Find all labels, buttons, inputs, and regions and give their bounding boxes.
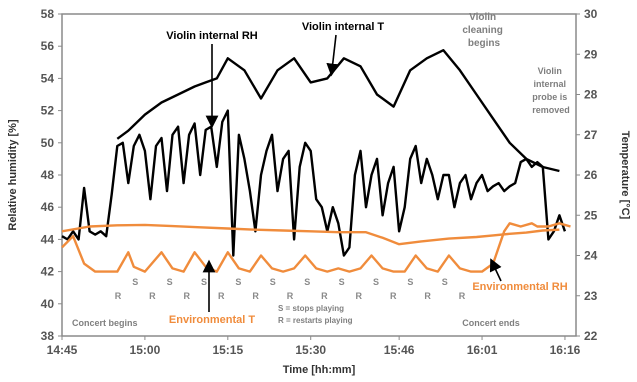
y-left-tick-label: 48 <box>41 168 55 182</box>
event-marker-stop: S <box>442 277 448 287</box>
series-layer <box>61 49 571 273</box>
series-violin-internal-t <box>116 49 560 173</box>
y-right-tick-label: 29 <box>584 47 598 61</box>
y-right-ticks: 22 23 24 25 26 27 28 29 30 <box>576 7 598 343</box>
y-right-tick-label: 27 <box>584 128 598 142</box>
y-right-tick-label: 26 <box>584 168 598 182</box>
series-violin-internal-rh <box>61 109 567 257</box>
y-right-tick-label: 24 <box>584 249 598 263</box>
annotation-restarts-playing: R = restarts playing <box>278 316 353 325</box>
annotation-violin-rh: Violin internal RH <box>166 30 258 42</box>
y-right-tick-label: 23 <box>584 289 598 303</box>
x-tick-label: 15:15 <box>212 343 243 357</box>
y-left-tick-label: 52 <box>41 104 55 118</box>
event-marker-restart: R <box>356 291 363 301</box>
event-marker-stop: S <box>270 277 276 287</box>
x-tick-label: 15:30 <box>295 343 326 357</box>
annotation-env-rh: Environmental RH <box>472 281 567 293</box>
y-left-axis-title: Relative humidity [%] <box>7 119 19 231</box>
event-marker-restart: R <box>184 291 191 301</box>
event-marker-restart: R <box>424 291 431 301</box>
series-environmental-rh <box>61 222 571 273</box>
annotation-cleaning: Violin cleaning begins <box>462 12 505 49</box>
event-marker-stop: S <box>167 277 173 287</box>
y-left-tick-label: 42 <box>41 265 55 279</box>
event-marker-restart: R <box>149 291 156 301</box>
event-marker-stop: S <box>304 277 310 287</box>
event-marker-restart: R <box>390 291 397 301</box>
annotation-env-t: Environmental T <box>169 314 255 326</box>
event-marker-restart: R <box>287 291 294 301</box>
y-right-axis-title: Temperature [°C] <box>619 131 631 220</box>
y-left-tick-label: 44 <box>41 232 55 246</box>
y-left-tick-label: 50 <box>41 136 55 150</box>
y-right-tick-label: 30 <box>584 7 598 21</box>
annotation-probe-removed: Violin internal probe is removed <box>532 66 570 115</box>
event-marker-stop: S <box>235 277 241 287</box>
y-left-tick-label: 38 <box>41 329 55 343</box>
annotation-concert-ends: Concert ends <box>462 318 520 328</box>
x-tick-label: 14:45 <box>47 343 78 357</box>
event-marker-restart: R <box>321 291 328 301</box>
y-left-ticks: 38 40 42 44 46 48 50 52 54 56 58 <box>41 7 62 343</box>
y-left-tick-label: 56 <box>41 39 55 53</box>
event-marker-restart: R <box>459 291 466 301</box>
x-tick-label: 15:46 <box>384 343 415 357</box>
annotation-concert-begins: Concert begins <box>72 318 138 328</box>
annotation-violin-t-arrow <box>326 34 340 77</box>
x-ticks: 14:45 15:00 15:15 15:30 15:46 16:01 16:16 <box>47 336 581 357</box>
annotation-violin-t: Violin internal T <box>302 21 385 33</box>
event-marker-restart: R <box>115 291 122 301</box>
x-axis-title: Time [hh:mm] <box>283 364 356 376</box>
event-marker-stop: S <box>339 277 345 287</box>
event-marker-stop: S <box>407 277 413 287</box>
event-marker-stop: S <box>132 277 138 287</box>
x-tick-label: 16:01 <box>467 343 498 357</box>
y-right-tick-label: 25 <box>584 208 598 222</box>
y-left-tick-label: 46 <box>41 200 55 214</box>
event-marker-stop: S <box>201 277 207 287</box>
series-environmental-t <box>61 223 560 246</box>
y-right-tick-label: 22 <box>584 329 598 343</box>
annotation-env-rh-arrow <box>489 258 502 282</box>
y-left-tick-label: 40 <box>41 297 55 311</box>
x-tick-label: 15:00 <box>130 343 161 357</box>
event-marker-stop: S <box>373 277 379 287</box>
event-marker-restart: R <box>218 291 225 301</box>
x-tick-label: 16:16 <box>550 343 581 357</box>
annotation-stops-playing: S = stops playing <box>278 304 344 313</box>
y-left-tick-label: 54 <box>41 71 55 85</box>
y-right-tick-label: 28 <box>584 88 598 102</box>
event-marker-restart: R <box>252 291 259 301</box>
y-left-tick-label: 58 <box>41 7 55 21</box>
